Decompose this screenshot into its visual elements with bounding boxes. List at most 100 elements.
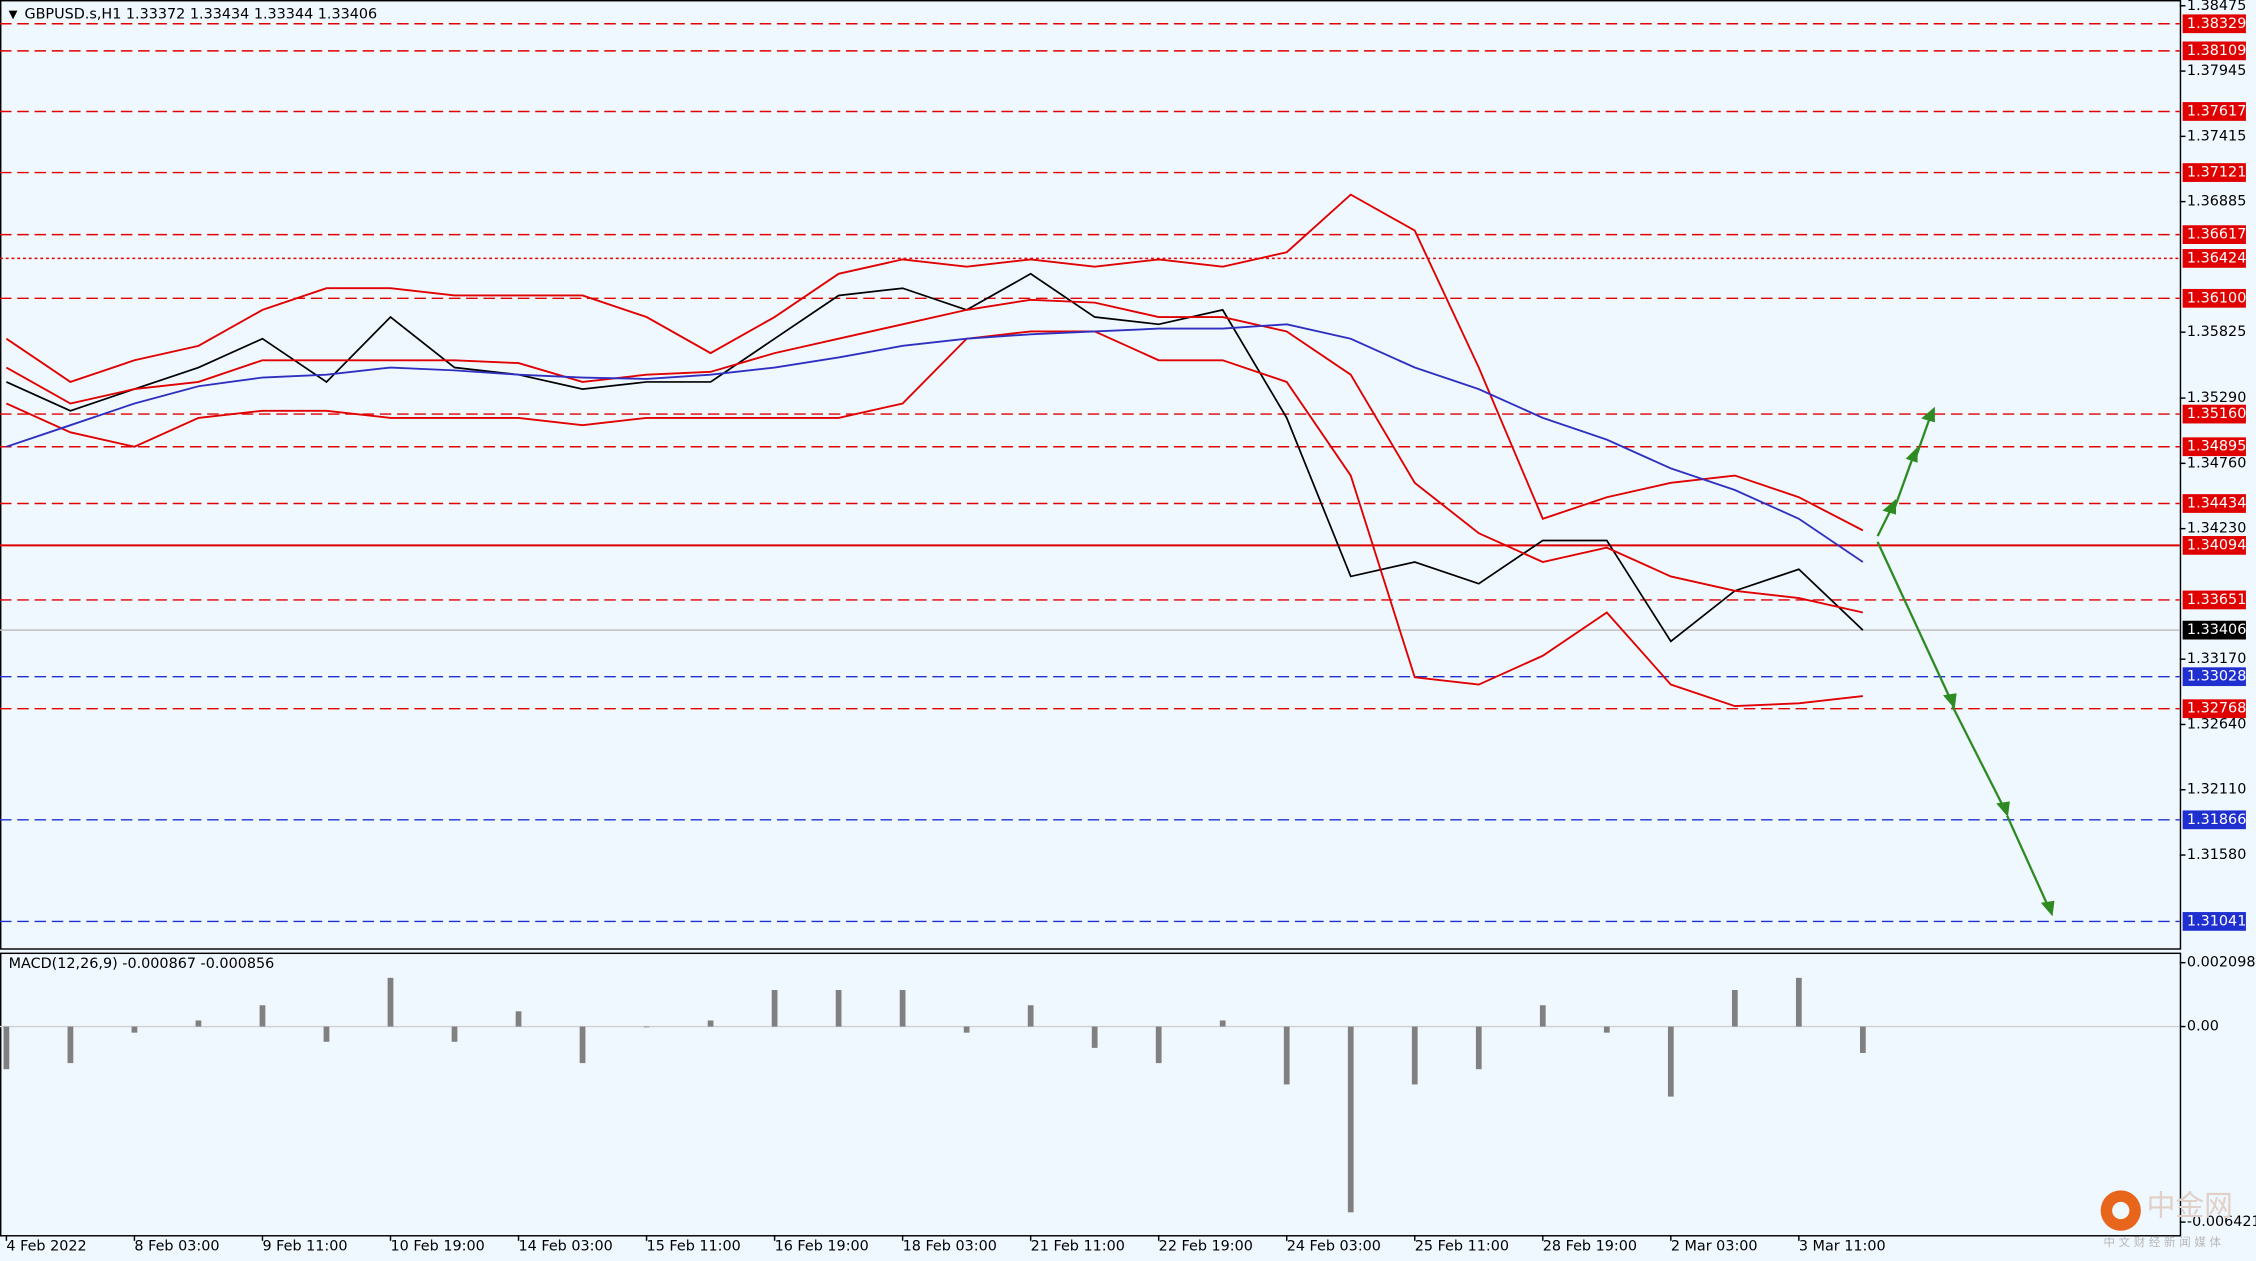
series-line <box>5 193 1864 532</box>
level-label-box <box>2182 404 2246 424</box>
y-tick-label: 1.34230 <box>2187 521 2246 537</box>
macd-bar <box>1411 1026 1418 1085</box>
level-label: 1.33028 <box>2187 669 2246 685</box>
level-label: 1.36100 <box>2187 290 2246 306</box>
macd-title: MACD(12,26,9) -0.000867 -0.000856 <box>9 956 275 972</box>
series-line <box>6 330 1863 708</box>
level-label: 1.34895 <box>2187 439 2246 455</box>
x-tick-label: 10 Feb 19:00 <box>390 1239 484 1255</box>
macd-bar <box>1859 1026 1866 1053</box>
macd-bar <box>1539 1005 1546 1027</box>
level-label-box <box>2182 494 2246 513</box>
level-label: 1.35160 <box>2187 406 2246 422</box>
level-label-box <box>2182 102 2246 121</box>
level-label: 1.33406 <box>2187 622 2246 638</box>
macd-bar <box>1283 1026 1290 1085</box>
macd-bar <box>771 990 778 1027</box>
y-tick-label: 1.38475 <box>2187 0 2246 14</box>
level-label-box <box>2182 288 2246 308</box>
x-tick-label: 22 Feb 19:00 <box>1159 1239 1253 1255</box>
macd-bar <box>387 977 394 1027</box>
level-label-box <box>2182 536 2246 555</box>
x-tick-label: 24 Feb 03:00 <box>1287 1239 1381 1255</box>
x-tick-label: 15 Feb 11:00 <box>647 1239 741 1255</box>
level-label: 1.34094 <box>2187 537 2246 553</box>
y-tick-label: 1.37945 <box>2187 63 2246 79</box>
x-tick-label: 18 Feb 03:00 <box>903 1239 997 1255</box>
arrow-segment <box>1876 541 1953 701</box>
y-tick-label: -0.006421 <box>2187 1214 2256 1230</box>
level-label-box <box>2182 437 2246 457</box>
macd-bar <box>963 1026 970 1033</box>
y-tick-label: 1.35290 <box>2187 390 2246 406</box>
macd-bar <box>1155 1026 1162 1064</box>
macd-bar <box>707 1020 714 1027</box>
x-tick-label: 2 Mar 03:00 <box>1671 1239 1758 1255</box>
macd-bar <box>67 1026 74 1064</box>
macd-bar <box>1667 1026 1674 1097</box>
watermark-brand: 中金网 <box>2147 1189 2233 1223</box>
macd-bar <box>1347 1026 1354 1213</box>
chart-title: GBPUSD.s,H1 1.33372 1.33434 1.33344 1.33… <box>24 6 377 22</box>
x-tick-label: 25 Feb 11:00 <box>1415 1239 1509 1255</box>
macd-bar <box>131 1026 138 1033</box>
level-label-box <box>2182 912 2246 931</box>
macd-bar <box>259 1005 266 1027</box>
x-tick-label: 3 Mar 11:00 <box>1799 1239 1886 1255</box>
macd-bar <box>643 1026 650 1028</box>
y-tick-label: 1.32640 <box>2187 716 2246 732</box>
arrow-segment <box>2006 815 2050 909</box>
y-tick-label: 0.00 <box>2187 1019 2219 1035</box>
projection-arrows <box>1876 406 2055 917</box>
level-label-box <box>2182 249 2246 268</box>
level-label-box <box>2182 14 2246 34</box>
macd-bar <box>1219 1020 1226 1027</box>
arrow-segment <box>1951 705 2006 810</box>
macd-bar <box>579 1026 586 1064</box>
x-tick-label: 4 Feb 2022 <box>6 1239 86 1255</box>
level-label: 1.36617 <box>2187 227 2246 243</box>
y-tick-label: 1.31580 <box>2187 847 2246 863</box>
level-label: 1.31041 <box>2187 913 2246 929</box>
macd-bar <box>195 1020 202 1027</box>
macd-bar <box>1475 1026 1482 1070</box>
level-label-box <box>2182 810 2246 830</box>
x-tick-label: 9 Feb 11:00 <box>262 1239 347 1255</box>
arrow-head <box>1942 693 1957 709</box>
watermark-logo-inner <box>2112 1201 2130 1220</box>
x-tick-label: 8 Feb 03:00 <box>134 1239 219 1255</box>
level-label: 1.38109 <box>2187 43 2246 59</box>
y-tick-label: 1.33170 <box>2187 651 2246 667</box>
level-label: 1.33651 <box>2187 592 2246 608</box>
level-label-box <box>2182 41 2246 61</box>
macd-bar <box>899 990 906 1027</box>
y-tick-label: 1.32110 <box>2187 782 2246 798</box>
macd-bar <box>1091 1026 1098 1048</box>
macd-bar <box>3 1026 10 1070</box>
x-tick-label: 14 Feb 03:00 <box>519 1239 613 1255</box>
level-label: 1.32768 <box>2187 701 2246 717</box>
x-tick-label: 28 Feb 19:00 <box>1543 1239 1637 1255</box>
series-line <box>5 298 1864 614</box>
x-tick-label: 21 Feb 11:00 <box>1031 1239 1125 1255</box>
macd-bar <box>835 990 842 1027</box>
level-label: 1.34434 <box>2187 496 2246 512</box>
price-panel <box>0 0 2182 950</box>
level-label-box <box>2182 590 2246 610</box>
triangle-icon: ▼ <box>9 7 18 21</box>
level-label-box <box>2182 620 2246 640</box>
y-tick-label: 1.35825 <box>2187 324 2246 340</box>
arrow-head <box>1921 406 1935 423</box>
macd-panel <box>0 952 2182 1237</box>
level-label: 1.38329 <box>2187 16 2246 32</box>
macd-bar <box>323 1026 330 1042</box>
macd-bar <box>1603 1026 1610 1033</box>
macd-bar <box>1795 977 1802 1027</box>
level-label: 1.37617 <box>2187 103 2246 119</box>
level-label-box <box>2182 667 2246 687</box>
level-label: 1.37121 <box>2187 165 2246 181</box>
arrow-segment <box>1893 455 1915 508</box>
y-tick-label: 1.37415 <box>2187 128 2246 144</box>
